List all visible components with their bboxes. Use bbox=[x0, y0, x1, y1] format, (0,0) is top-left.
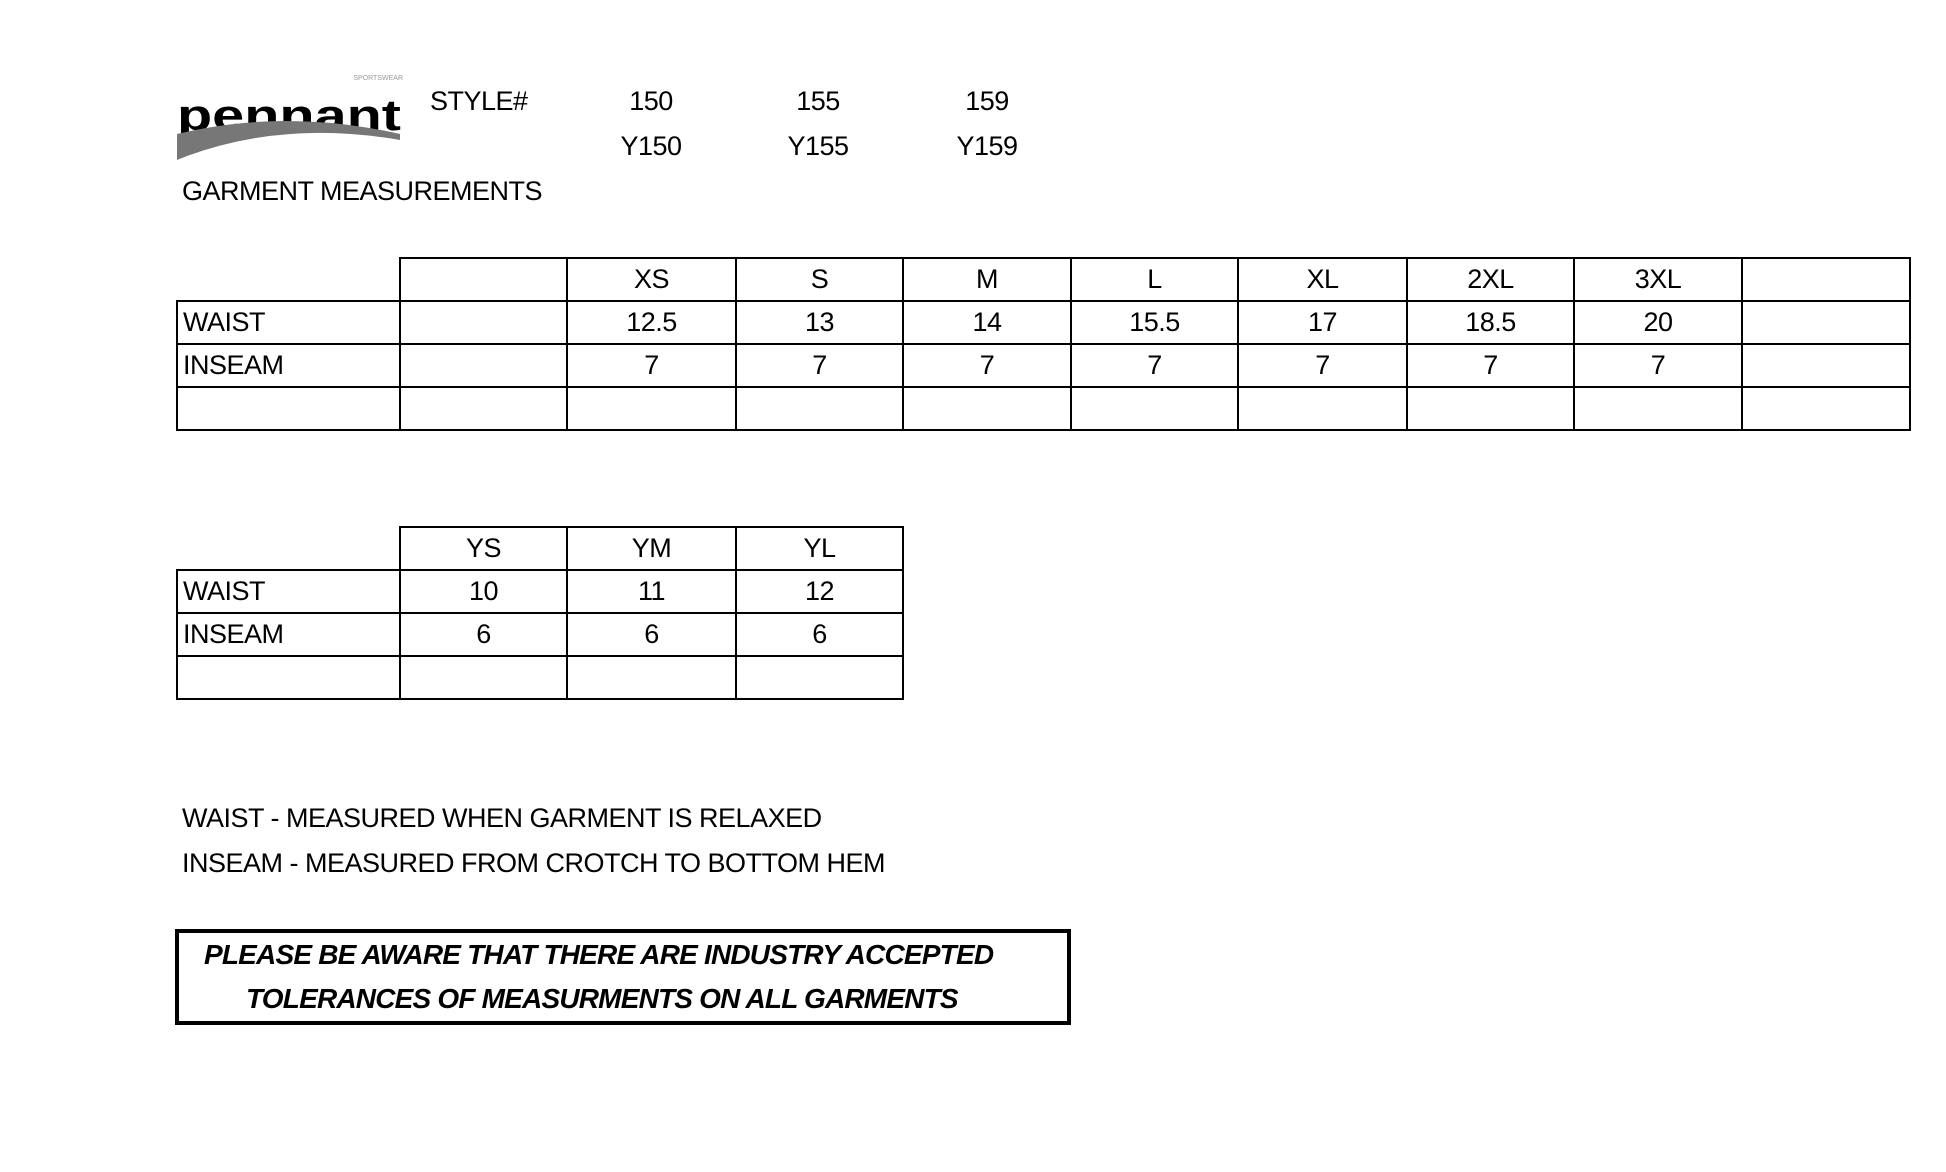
table-row bbox=[176, 655, 904, 700]
measurement-cell: 6 bbox=[399, 612, 568, 657]
measurement-cell bbox=[1741, 300, 1911, 345]
measurement-cell bbox=[1741, 386, 1911, 431]
size-header: 3XL bbox=[1573, 257, 1743, 302]
measurement-cell bbox=[1237, 386, 1408, 431]
measurement-cell: 6 bbox=[735, 612, 904, 657]
svg-text:SPORTSWEAR: SPORTSWEAR bbox=[353, 75, 403, 82]
tolerance-notice: PLEASE BE AWARE THAT THERE ARE INDUSTRY … bbox=[175, 929, 1071, 1025]
size-header: L bbox=[1070, 257, 1239, 302]
measurement-cell: 7 bbox=[1406, 343, 1575, 388]
style-155: 155 bbox=[796, 86, 840, 116]
measurement-cell bbox=[566, 655, 737, 700]
notice-line-1: PLEASE BE AWARE THAT THERE ARE INDUSTRY … bbox=[204, 939, 994, 970]
measurement-cell: 17 bbox=[1237, 300, 1408, 345]
measurement-cell: 11 bbox=[566, 569, 737, 614]
size-header: XL bbox=[1237, 257, 1408, 302]
size-header bbox=[1741, 257, 1911, 302]
measurement-cell bbox=[399, 386, 568, 431]
youth-size-table: YS YM YL WAIST 10 11 12 INSEAM 6 6 6 bbox=[176, 526, 904, 700]
style-y150: Y150 bbox=[620, 131, 682, 161]
row-label: INSEAM bbox=[176, 612, 401, 657]
corner-cell bbox=[177, 527, 400, 570]
measurement-cell bbox=[902, 386, 1072, 431]
style-150: 150 bbox=[629, 86, 673, 116]
measurement-cell: 15.5 bbox=[1070, 300, 1239, 345]
size-header: 2XL bbox=[1406, 257, 1575, 302]
measurement-cell bbox=[399, 343, 568, 388]
measurement-cell bbox=[1741, 343, 1911, 388]
measurement-cell: 7 bbox=[1070, 343, 1239, 388]
table-row: WAIST 10 11 12 bbox=[176, 569, 904, 614]
row-label bbox=[176, 655, 401, 700]
size-header: YS bbox=[399, 526, 568, 571]
size-header bbox=[399, 257, 568, 302]
measurement-cell bbox=[1406, 386, 1575, 431]
row-label bbox=[176, 386, 401, 431]
size-header: S bbox=[735, 257, 904, 302]
measurement-cell bbox=[735, 386, 904, 431]
size-header: XS bbox=[566, 257, 737, 302]
measurement-cell: 20 bbox=[1573, 300, 1743, 345]
table-row: WAIST 12.5 13 14 15.5 17 18.5 20 bbox=[176, 300, 1911, 345]
style-159: 159 bbox=[965, 86, 1009, 116]
measurement-cell: 12.5 bbox=[566, 300, 737, 345]
measurement-cell: 10 bbox=[399, 569, 568, 614]
measurement-cell bbox=[399, 655, 568, 700]
table-row bbox=[176, 386, 1911, 431]
measurement-cell: 7 bbox=[1573, 343, 1743, 388]
measurement-cell: 6 bbox=[566, 612, 737, 657]
size-header: YM bbox=[566, 526, 737, 571]
measurement-cell: 7 bbox=[902, 343, 1072, 388]
table-row: INSEAM 7 7 7 7 7 7 7 bbox=[176, 343, 1911, 388]
measurement-cell: 7 bbox=[1237, 343, 1408, 388]
measurement-cell: 13 bbox=[735, 300, 904, 345]
row-label: WAIST bbox=[176, 300, 401, 345]
note-inseam: INSEAM - MEASURED FROM CROTCH TO BOTTOM … bbox=[182, 848, 886, 878]
row-label: INSEAM bbox=[176, 343, 401, 388]
size-header: YL bbox=[735, 526, 904, 571]
style-label: STYLE# bbox=[430, 86, 528, 116]
row-label: WAIST bbox=[176, 569, 401, 614]
measurement-cell: 7 bbox=[566, 343, 737, 388]
measurement-cell: 7 bbox=[735, 343, 904, 388]
measurement-cell bbox=[566, 386, 737, 431]
style-y155: Y155 bbox=[787, 131, 849, 161]
corner-cell bbox=[177, 258, 400, 301]
measurement-cell bbox=[735, 655, 904, 700]
size-header: M bbox=[902, 257, 1072, 302]
measurement-cell: 18.5 bbox=[1406, 300, 1575, 345]
note-waist: WAIST - MEASURED WHEN GARMENT IS RELAXED bbox=[182, 803, 822, 833]
adult-size-table: XS S M L XL 2XL 3XL WAIST 12.5 13 14 15.5 17 18.5 20 IN… bbox=[176, 257, 1911, 431]
page-title: GARMENT MEASUREMENTS bbox=[182, 176, 543, 206]
table-row: INSEAM 6 6 6 bbox=[176, 612, 904, 657]
measurement-cell: 14 bbox=[902, 300, 1072, 345]
header-row: YS YM YL bbox=[177, 526, 904, 571]
measurement-cell bbox=[399, 300, 568, 345]
measurement-cell: 12 bbox=[735, 569, 904, 614]
pennant-logo: SPORTSWEAR pennant bbox=[177, 75, 403, 160]
measurement-cell bbox=[1070, 386, 1239, 431]
notice-line-2: TOLERANCES OF MEASURMENTS ON ALL GARMENT… bbox=[246, 983, 959, 1014]
header-row: XS S M L XL 2XL 3XL bbox=[177, 257, 1911, 302]
measurement-cell bbox=[1573, 386, 1743, 431]
style-y159: Y159 bbox=[956, 131, 1018, 161]
